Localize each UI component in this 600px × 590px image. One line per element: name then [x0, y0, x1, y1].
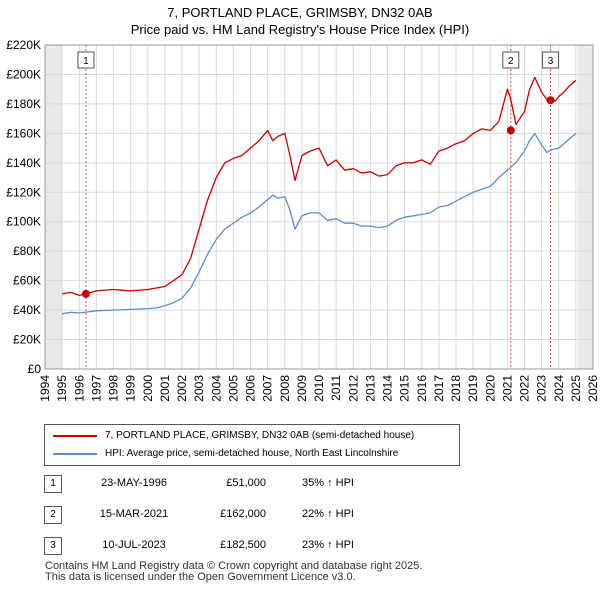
x-tick-label: 2003: [192, 375, 206, 402]
x-tick-label: 2020: [483, 375, 497, 402]
x-tick-label: 1999: [124, 375, 138, 402]
legend-label-property: 7, PORTLAND PLACE, GRIMSBY, DN32 0AB (se…: [105, 430, 415, 441]
legend-swatch-property: [53, 435, 97, 437]
x-tick-label: 2013: [363, 375, 377, 402]
chart-title: 7, PORTLAND PLACE, GRIMSBY, DN32 0AB Pri…: [0, 4, 600, 38]
y-tick-label: £80K: [13, 244, 41, 258]
sale-number-box: [502, 51, 520, 69]
x-tick-label: 2017: [432, 375, 446, 402]
x-tick-label: 2004: [209, 375, 223, 402]
x-tick-label: 2021: [500, 375, 514, 402]
x-tick-label: 2023: [535, 375, 549, 402]
sale-number-box: [77, 51, 95, 69]
x-tick-label: 2025: [569, 375, 583, 402]
price-chart: 1 2 3 £0 £20K £40K £60K £80K £100K £120K £140K £16…: [6, 38, 600, 402]
sale-number-label: 1: [83, 56, 89, 67]
y-tick-label: £220K: [6, 38, 41, 52]
transaction-number: 1: [44, 475, 62, 493]
legend-label-hpi: HPI: Average price, semi-detached house,…: [105, 448, 399, 459]
y-tick-label: £200K: [6, 67, 41, 81]
x-tick-label: 2002: [175, 375, 189, 402]
transaction-price: £51,000: [226, 477, 266, 489]
x-tick-label: 2010: [312, 375, 326, 402]
transaction-number: 2: [44, 506, 62, 524]
x-tick-label: 2012: [346, 375, 360, 402]
transaction-date: 10-JUL-2023: [102, 539, 166, 551]
plot-frame: [44, 44, 594, 370]
footer-attribution: Contains HM Land Registry data © Crown c…: [45, 561, 422, 583]
x-tick-label: 2006: [244, 375, 258, 402]
y-tick-label: £100K: [6, 215, 41, 229]
x-tick-label: 2014: [381, 375, 395, 402]
y-tick-label: £60K: [13, 274, 41, 288]
legend-item-property: 7, PORTLAND PLACE, GRIMSBY, DN32 0AB (se…: [53, 428, 414, 444]
sale-point: [506, 126, 515, 135]
x-tick-label: 1995: [55, 375, 69, 402]
sale-point: [546, 96, 555, 105]
y-tick-label: £120K: [6, 185, 41, 199]
x-tick-label: 2005: [226, 375, 240, 402]
x-tick-label: 2026: [586, 375, 600, 402]
x-tick-label: 2018: [449, 375, 463, 402]
shaded-range: [577, 45, 593, 369]
property-price-line: [61, 76, 577, 297]
x-tick-label: 2016: [415, 375, 429, 402]
x-tick-label: 2008: [278, 375, 292, 402]
y-tick-label: £40K: [13, 303, 41, 317]
footer-line-1: Contains HM Land Registry data © Crown c…: [45, 560, 423, 572]
title-line-1: 7, PORTLAND PLACE, GRIMSBY, DN32 0AB: [167, 5, 433, 20]
transaction-date: 23-MAY-1996: [100, 477, 168, 489]
transaction-date: 15-MAR-2021: [99, 508, 169, 520]
chart-legend: 7, PORTLAND PLACE, GRIMSBY, DN32 0AB (se…: [44, 424, 460, 466]
x-tick-label: 2019: [466, 375, 480, 402]
transaction-row: 1 23-MAY-1996 £51,000 35% ↑ HPI: [44, 475, 464, 495]
x-tick-label: 2000: [141, 375, 155, 402]
x-tick-label: 1998: [107, 375, 121, 402]
y-tick-label: £20K: [13, 333, 41, 347]
x-tick-label: 2024: [552, 375, 566, 402]
hpi-line: [61, 132, 577, 315]
y-tick-label: £140K: [6, 156, 41, 170]
x-tick-label: 1994: [38, 375, 52, 402]
sale-point: [81, 289, 90, 298]
sale-number-label: 2: [508, 56, 514, 67]
x-tick-label: 2007: [261, 375, 275, 402]
x-tick-label: 2009: [295, 375, 309, 402]
legend-swatch-hpi: [53, 453, 97, 455]
transaction-hpi-delta: 35% ↑ HPI: [302, 477, 354, 489]
legend-item-hpi: HPI: Average price, semi-detached house,…: [53, 446, 398, 462]
sale-number-box: [542, 51, 560, 69]
x-tick-label: 2011: [329, 375, 343, 401]
transaction-number: 3: [44, 537, 62, 555]
x-tick-label: 1997: [89, 375, 103, 402]
transaction-hpi-delta: 22% ↑ HPI: [302, 508, 354, 520]
sale-number-label: 3: [548, 56, 554, 67]
x-tick-label: 2001: [158, 375, 172, 402]
transaction-hpi-delta: 23% ↑ HPI: [302, 539, 354, 551]
y-tick-label: £0: [28, 362, 42, 376]
title-line-2: Price paid vs. HM Land Registry's House …: [130, 22, 470, 37]
y-tick-label: £160K: [6, 126, 41, 140]
x-tick-label: 2015: [398, 375, 412, 402]
transaction-price: £162,000: [220, 508, 266, 520]
transaction-row: 2 15-MAR-2021 £162,000 22% ↑ HPI: [44, 506, 464, 526]
y-tick-label: £180K: [6, 97, 41, 111]
x-tick-label: 1996: [72, 375, 86, 402]
x-tick-label: 2022: [518, 375, 532, 402]
transaction-row: 3 10-JUL-2023 £182,500 23% ↑ HPI: [44, 537, 464, 557]
transaction-price: £182,500: [220, 539, 266, 551]
footer-line-2: This data is licensed under the Open Gov…: [45, 571, 356, 583]
shaded-range: [45, 45, 63, 369]
